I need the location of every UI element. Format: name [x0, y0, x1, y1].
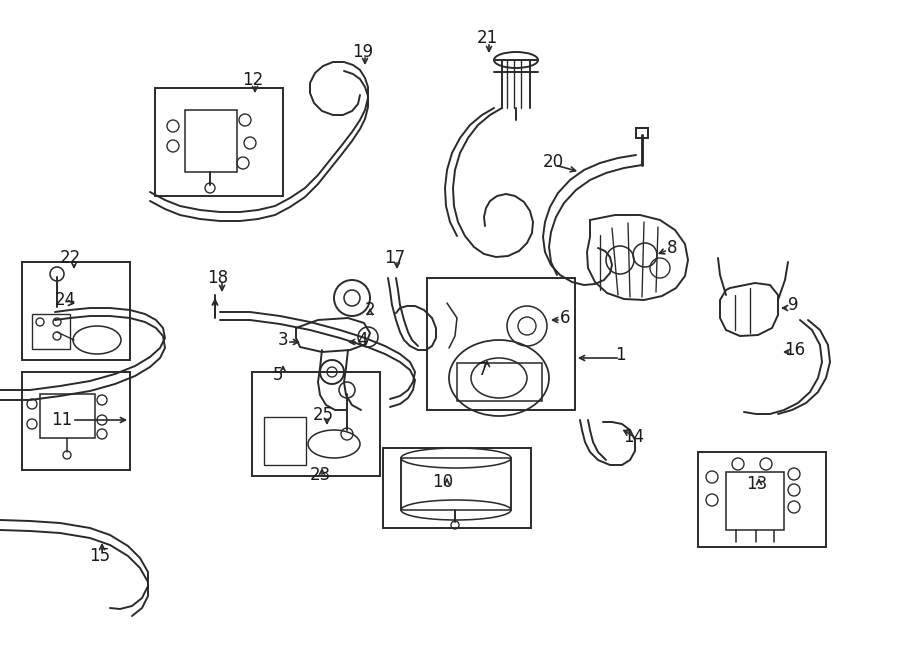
Text: 12: 12	[242, 71, 264, 89]
Bar	[185, 110, 237, 172]
Bar	[155, 88, 283, 196]
Text: 1: 1	[615, 346, 626, 364]
Text: 5: 5	[273, 366, 284, 384]
Text: 15: 15	[89, 547, 111, 565]
Text: 20: 20	[543, 153, 563, 171]
Text: 18: 18	[207, 269, 229, 287]
Bar	[32, 314, 70, 349]
Text: 11: 11	[51, 411, 73, 429]
Bar	[636, 128, 648, 138]
Text: 21: 21	[476, 29, 498, 47]
Text: 8: 8	[667, 239, 677, 257]
Text: 17: 17	[384, 249, 406, 267]
Bar	[427, 278, 575, 410]
Text: 7: 7	[478, 361, 488, 379]
Bar	[264, 417, 306, 465]
Bar	[698, 452, 826, 547]
Text: 19: 19	[353, 43, 374, 61]
Bar	[383, 448, 531, 528]
Text: 10: 10	[432, 473, 454, 491]
Bar	[457, 363, 542, 401]
Bar	[22, 262, 130, 360]
Bar	[401, 458, 511, 510]
Text: 9: 9	[788, 296, 798, 314]
Text: 6: 6	[560, 309, 571, 327]
Bar	[40, 394, 95, 438]
Bar	[252, 372, 380, 476]
Text: 3: 3	[278, 331, 288, 349]
Text: 25: 25	[312, 406, 334, 424]
Bar	[22, 372, 130, 470]
Text: 13: 13	[746, 475, 768, 493]
Text: 14: 14	[624, 428, 644, 446]
Text: 23: 23	[310, 466, 330, 484]
Text: 2: 2	[364, 301, 375, 319]
Text: 24: 24	[54, 291, 76, 309]
Text: 16: 16	[785, 341, 806, 359]
Bar	[726, 472, 784, 530]
Text: 22: 22	[59, 249, 81, 267]
Text: 4: 4	[356, 331, 367, 349]
